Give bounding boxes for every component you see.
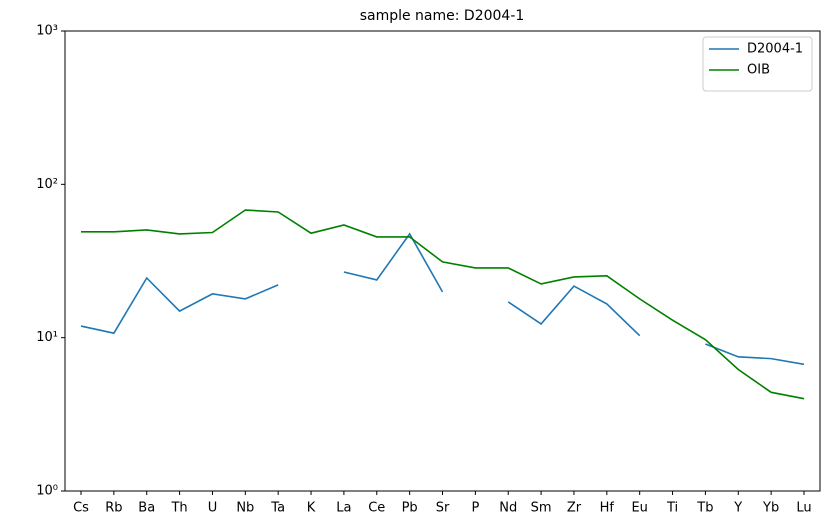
x-tick-label: Pb bbox=[402, 501, 418, 516]
chart-title: sample name: D2004-1 bbox=[360, 8, 525, 24]
x-tick-label: Yb bbox=[762, 501, 779, 516]
x-tick-label: Lu bbox=[796, 501, 811, 516]
x-tick-label: Tb bbox=[696, 501, 713, 516]
y-tick-label: 10³ bbox=[36, 24, 58, 39]
x-tick-label: Ta bbox=[270, 501, 285, 516]
x-tick-label: Ba bbox=[138, 501, 155, 516]
x-tick-label: La bbox=[336, 501, 351, 516]
x-tick-label: Ti bbox=[666, 501, 678, 516]
x-tick-label: Ce bbox=[368, 501, 385, 516]
x-tick-label: P bbox=[471, 501, 479, 516]
x-tick-label: Sm bbox=[531, 501, 552, 516]
x-tick-label: U bbox=[208, 501, 218, 516]
y-tick-label: 10² bbox=[36, 177, 58, 192]
x-tick-label: Cs bbox=[73, 501, 89, 516]
legend-box bbox=[702, 36, 813, 92]
x-tick-label: Y bbox=[733, 501, 742, 516]
legend-label: OIB bbox=[747, 63, 770, 78]
y-tick-label: 10¹ bbox=[36, 330, 58, 345]
series-line bbox=[80, 232, 805, 366]
x-tick-label: Nd bbox=[499, 501, 517, 516]
x-tick-label: Hf bbox=[600, 501, 615, 516]
y-tick-label: 10⁰ bbox=[36, 484, 58, 499]
x-tick-label: Sr bbox=[436, 501, 450, 516]
x-tick-label: K bbox=[307, 501, 316, 516]
legend-label: D2004-1 bbox=[747, 42, 803, 57]
series-line bbox=[81, 209, 805, 400]
x-tick-label: Rb bbox=[105, 501, 122, 516]
x-tick-label: Nb bbox=[236, 501, 254, 516]
x-tick-label: Th bbox=[170, 501, 187, 516]
x-tick-label: Eu bbox=[631, 501, 647, 516]
x-tick-label: Zr bbox=[567, 501, 582, 516]
